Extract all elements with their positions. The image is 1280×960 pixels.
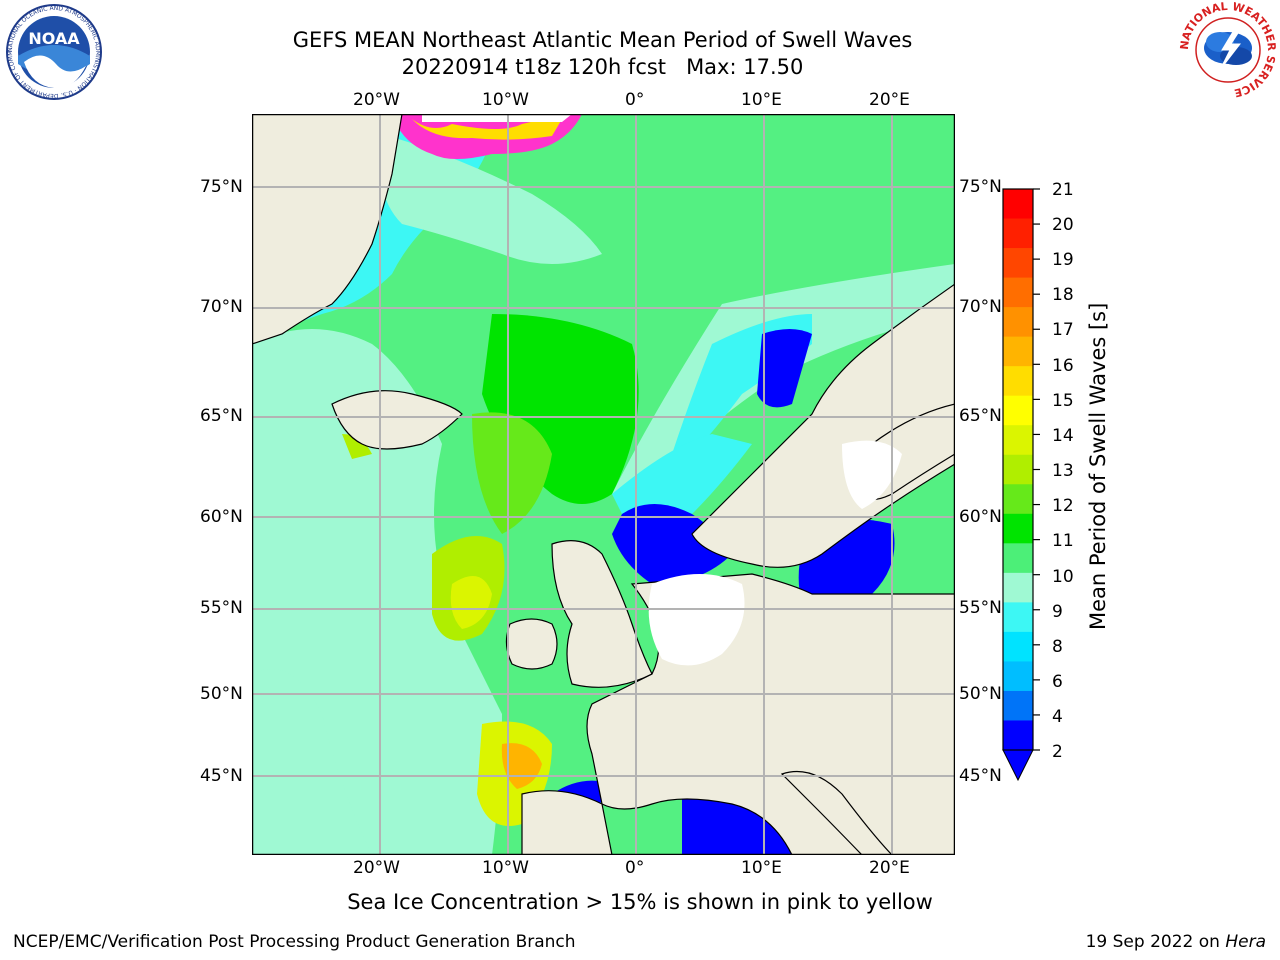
colorbar-tick-label: 16	[1052, 356, 1074, 376]
land-italy	[780, 770, 892, 854]
lon-label-bottom: 0°	[625, 858, 645, 878]
lon-label-bottom: 10°W	[482, 858, 529, 878]
colorbar-tick-label: 20	[1052, 215, 1074, 235]
missing-data-northsea	[648, 574, 745, 666]
graticule	[253, 115, 954, 854]
map-border	[252, 114, 955, 855]
colorbar-tick-label: 6	[1052, 672, 1063, 692]
colorbar-band	[1003, 690, 1033, 721]
colorbar-tick-label: 4	[1052, 707, 1063, 727]
colorbar-band	[1003, 425, 1033, 456]
swell-core-lightgreen	[472, 412, 552, 534]
colorbar-band	[1003, 218, 1033, 249]
footer-credit: NCEP/EMC/Verification Post Processing Pr…	[13, 932, 576, 952]
colorbar-tick-label: 12	[1052, 496, 1074, 516]
chart-subtitle: 20220914 t18z 120h fcst Max: 17.50	[401, 55, 804, 79]
lon-label-top: 20°W	[353, 90, 400, 110]
lat-label-left: 65°N	[200, 406, 243, 426]
swell-patch-iceland-sw	[342, 434, 372, 459]
colorbar-band	[1003, 720, 1033, 751]
lat-label-left: 50°N	[200, 684, 243, 704]
colorbar-tick-label: 11	[1052, 531, 1074, 551]
colorbar-band	[1003, 513, 1033, 544]
lon-label-bottom: 20°E	[869, 858, 910, 878]
lat-label-right: 75°N	[959, 177, 1002, 197]
colorbar-band	[1003, 484, 1033, 515]
sea-ice-caption-text: Sea Ice Concentration > 15% is shown in …	[347, 890, 933, 914]
colorbar-band	[1003, 189, 1033, 220]
colorbar-band	[1003, 602, 1033, 633]
colorbar-tick-label: 19	[1052, 250, 1074, 270]
nws-logo: NATIONAL WEATHER SERVICE	[1178, 2, 1278, 98]
lon-label-top: 0°	[625, 90, 645, 110]
lat-label-right: 50°N	[959, 684, 1002, 704]
colorbar-tick-label: 17	[1052, 320, 1074, 340]
swell-patch-yellow-rockall	[450, 576, 492, 629]
lon-label-top: 10°E	[741, 90, 782, 110]
swell-patch-blue-norway	[757, 329, 812, 408]
colorbar-band	[1003, 277, 1033, 308]
colorbar-band	[1003, 366, 1033, 397]
colorbar-band	[1003, 572, 1033, 603]
footer-host: Hera	[1225, 932, 1266, 952]
lon-label-top: 20°E	[869, 90, 910, 110]
lat-label-right: 70°N	[959, 297, 1002, 317]
lat-label-right: 60°N	[959, 507, 1002, 527]
sea-ice-caption: Sea Ice Concentration > 15% is shown in …	[0, 890, 1280, 914]
lon-label-bottom: 20°W	[353, 858, 400, 878]
colorbar-tick-label: 21	[1052, 180, 1074, 200]
lat-label-right: 55°N	[959, 598, 1002, 618]
colorbar-tick-label: 9	[1052, 602, 1063, 622]
colorbar-tick-label: 10	[1052, 567, 1074, 587]
swell-patch-orange-biscay	[501, 743, 542, 789]
colorbar-band	[1003, 248, 1033, 279]
footer-timestamp: 19 Sep 2022 on Hera	[1086, 932, 1266, 952]
sea-ice-white	[422, 115, 571, 122]
lat-label-left: 75°N	[200, 177, 243, 197]
lat-label-left: 70°N	[200, 297, 243, 317]
colorbar-band	[1003, 336, 1033, 367]
map-panel	[252, 114, 955, 855]
lat-label-right: 45°N	[959, 766, 1002, 786]
colorbar-tick-label: 15	[1052, 391, 1074, 411]
lon-label-bottom: 10°E	[741, 858, 782, 878]
colorbar-band	[1003, 307, 1033, 338]
lat-label-right: 65°N	[959, 406, 1002, 426]
land-ireland	[505, 618, 558, 670]
chart-title: GEFS MEAN Northeast Atlantic Mean Period…	[292, 28, 913, 52]
swell-band-light-norwegian	[612, 264, 954, 504]
land-greenland	[253, 115, 403, 345]
colorbar-tick-label: 13	[1052, 461, 1074, 481]
noaa-logo: NOAA NATIONAL OCEANIC AND ATMOSPHERIC AD…	[4, 4, 102, 100]
colorbar-tick-label: 8	[1052, 637, 1063, 657]
lat-label-left: 55°N	[200, 598, 243, 618]
colorbar-band	[1003, 543, 1033, 574]
colorbar-tick-label: 18	[1052, 285, 1074, 305]
land-iceland	[331, 390, 463, 450]
colorbar-tick-label: 14	[1052, 426, 1074, 446]
lon-label-top: 10°W	[482, 90, 529, 110]
colorbar-band	[1003, 395, 1033, 426]
lat-label-left: 60°N	[200, 507, 243, 527]
noaa-logo-text: NOAA	[28, 29, 80, 48]
land-iberia	[521, 790, 613, 854]
colorbar-tick-label: 2	[1052, 742, 1063, 762]
colorbar-band	[1003, 661, 1033, 692]
colorbar-band	[1003, 631, 1033, 662]
footer-date: 19 Sep 2022 on	[1085, 932, 1226, 952]
sea-ice-yellow	[412, 119, 562, 140]
colorbar-label: Mean Period of Swell Waves [s]	[1086, 302, 1110, 630]
swell-band-light-north	[379, 134, 602, 264]
colorbar-band	[1003, 454, 1033, 485]
lat-label-left: 45°N	[200, 766, 243, 786]
colorbar	[1002, 188, 1040, 782]
colorbar-under-triangle	[1002, 749, 1034, 782]
missing-data-bothnia	[842, 440, 902, 509]
swell-band-light-southwest	[253, 669, 372, 854]
